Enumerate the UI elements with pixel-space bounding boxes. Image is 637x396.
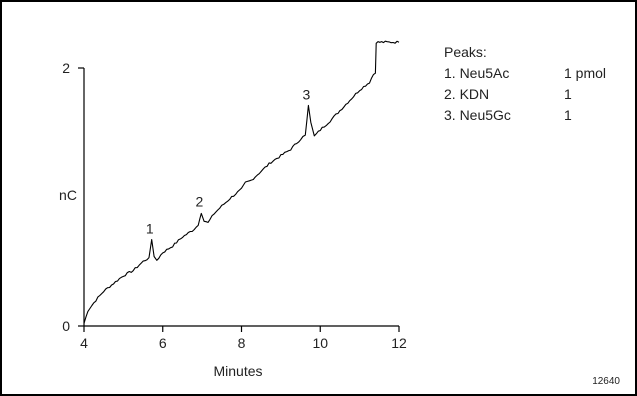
x-tick-label: 8: [238, 335, 246, 351]
x-tick-label: 12: [391, 335, 407, 351]
legend: Peaks: 1. Neu5Ac 1 pmol 2. KDN 1 3. Neu5…: [444, 44, 606, 123]
x-axis-label: Minutes: [213, 363, 262, 379]
y-tick-label: 2: [62, 60, 70, 76]
legend-entry-amount: 1: [564, 86, 572, 102]
x-tick-label: 10: [312, 335, 328, 351]
x-tick-label: 4: [80, 335, 88, 351]
legend-entry-name: 2. KDN: [444, 86, 489, 102]
legend-entry-name: 3. Neu5Gc: [444, 107, 511, 123]
legend-entry-amount: 1 pmol: [564, 65, 606, 81]
figure-number: 12640: [592, 376, 620, 387]
chromatogram-trace: [83, 40, 400, 324]
x-tick-label: 6: [159, 335, 167, 351]
legend-title: Peaks:: [444, 44, 487, 60]
peak-label: 1: [146, 221, 154, 237]
legend-entry-name: 1. Neu5Ac: [444, 65, 509, 81]
peak-labels: 1 2 3: [146, 86, 311, 236]
y-axis-label: nC: [59, 187, 77, 203]
legend-entry-amount: 1: [564, 107, 572, 123]
series-group: [83, 40, 400, 324]
peak-label: 2: [195, 193, 203, 209]
y-tick-label: 0: [62, 318, 70, 334]
peak-label: 3: [303, 86, 311, 102]
